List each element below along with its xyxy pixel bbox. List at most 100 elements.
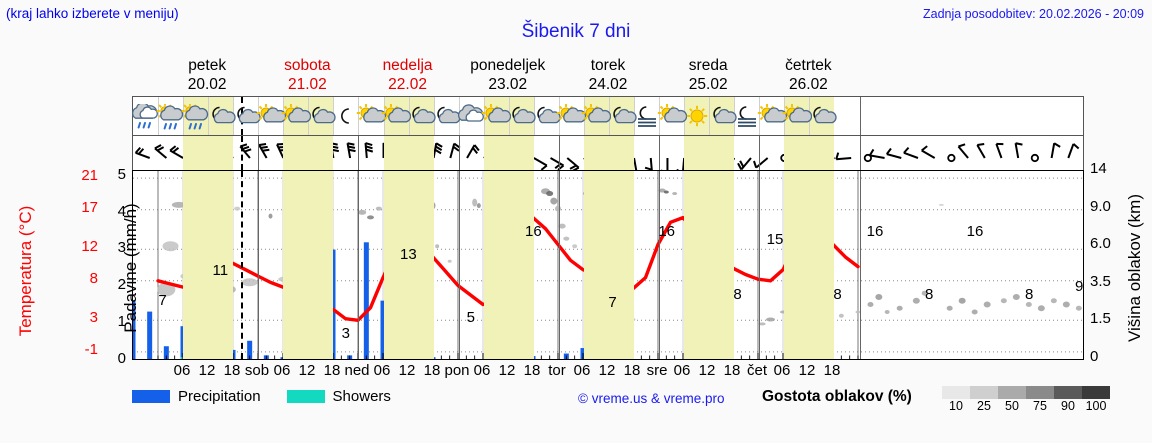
wind-barb xyxy=(432,142,443,159)
icon-cell-divider xyxy=(483,97,485,135)
day-name: četrtek xyxy=(785,57,832,74)
daylight-band xyxy=(583,136,635,170)
precipitation-tick: 0 xyxy=(117,350,126,367)
temperature-value-label: 3 xyxy=(341,325,350,343)
x-tick: 06 xyxy=(573,362,591,379)
day-separator xyxy=(558,171,560,359)
showers-legend-label: Showers xyxy=(332,388,391,405)
x-tick: 06 xyxy=(773,362,791,379)
day-name: torek xyxy=(590,57,626,74)
temperature-tick: 12 xyxy=(81,238,98,256)
cloud-height-tick: 0 xyxy=(1090,348,1099,365)
x-tick: 12 xyxy=(498,362,516,379)
cloud-density-blob xyxy=(367,215,374,220)
day-date: 20.02 xyxy=(187,76,227,93)
cloud-density-scale-label: 25 xyxy=(977,399,991,413)
temperature-value-label: 8 xyxy=(1025,285,1034,303)
cloud-density-blob xyxy=(546,191,554,197)
day-header-sobota: sobota 21.02 xyxy=(257,56,357,94)
cloud-density-blob xyxy=(896,305,903,311)
wind-barb xyxy=(903,146,919,159)
x-tick: 12 xyxy=(298,362,316,379)
cloud-density-blob xyxy=(162,241,179,252)
cloud-density-scale-label: 10 xyxy=(949,399,963,413)
precipitation-bar xyxy=(363,242,369,359)
cloud-density-blob xyxy=(766,317,775,322)
wind-barb xyxy=(661,158,669,170)
day-separator xyxy=(258,171,260,359)
location-menu-note: (kraj lahko izberete v meniju) xyxy=(6,6,179,21)
cloud-density-blob xyxy=(1037,305,1045,312)
copyright-link[interactable]: © vreme.us & vreme.pro xyxy=(578,391,725,406)
moon-icon xyxy=(331,104,361,130)
cloud-density-blob xyxy=(472,198,478,207)
wind-barb xyxy=(566,157,580,170)
day-separator xyxy=(358,136,360,170)
day-separator xyxy=(859,97,861,135)
x-tick: 12 xyxy=(398,362,416,379)
x-tick: sob xyxy=(244,362,270,379)
day-header-ponedeljek: ponedeljek 23.02 xyxy=(458,56,558,94)
precipitation-tick: 1 xyxy=(117,313,126,331)
moon-cloud-icon xyxy=(607,104,637,130)
precipitation-legend-label: Precipitation xyxy=(178,388,261,405)
x-tick: 06 xyxy=(673,362,691,379)
sun-cloud-icon xyxy=(581,104,612,130)
cloud-height-tick: 1.5 xyxy=(1090,310,1111,328)
temperature-value-label: 5 xyxy=(466,309,475,327)
day-header-četrtek: četrtek 26.02 xyxy=(758,56,858,94)
moon-fog-icon xyxy=(632,104,662,130)
day-date: 21.02 xyxy=(287,76,327,93)
cloud-density-blob xyxy=(375,206,382,211)
sun-cloud-icon xyxy=(381,104,412,130)
daylight-band xyxy=(183,171,234,359)
precipitation-tick: 3 xyxy=(117,239,126,257)
day-separator xyxy=(759,136,761,170)
wind-barb xyxy=(676,157,686,170)
daylight-band xyxy=(383,136,434,170)
wind-barb xyxy=(947,153,956,163)
series-legend: Precipitation Showers xyxy=(132,388,391,405)
day-name: sobota xyxy=(284,57,331,74)
moon-cloud-icon xyxy=(206,104,236,130)
day-header-nedelja: nedelja 22.02 xyxy=(357,56,457,94)
wind-barb xyxy=(169,145,184,159)
x-tick: 18 xyxy=(723,362,741,379)
temperature-value-label: 16 xyxy=(658,222,676,240)
wind-barb-row xyxy=(132,136,1084,170)
cloud-density-blob xyxy=(1000,298,1007,304)
sun-cloud-icon xyxy=(481,104,512,130)
temperature-value-label: 8 xyxy=(833,285,842,303)
cloud-density-blob xyxy=(855,310,861,314)
cloud-density-blob xyxy=(268,213,273,219)
cloud-density-blob xyxy=(946,305,953,311)
cloud-density-blob xyxy=(838,313,844,318)
precipitation-bar xyxy=(147,311,153,359)
cloud-density-scale-block xyxy=(1082,386,1110,399)
daylight-band xyxy=(583,171,635,359)
x-tick: 06 xyxy=(473,362,491,379)
cloud-density-legend-title: Gostota oblakov (%) xyxy=(762,388,912,405)
day-separator xyxy=(859,171,861,359)
wind-barb xyxy=(957,143,969,159)
cloud-density-blob xyxy=(1075,305,1082,311)
cloud-density-scale-block xyxy=(970,386,998,399)
wind-barb xyxy=(868,148,885,159)
cloud-rain-sun-icon xyxy=(181,104,211,130)
cloud-density-scale-block xyxy=(998,386,1026,399)
daylight-band xyxy=(283,136,334,170)
cloud-density-scale-label: 100 xyxy=(1085,399,1107,413)
cloud-density-blob xyxy=(435,244,440,249)
x-tick: tor xyxy=(548,362,566,379)
wind-barb xyxy=(134,146,151,159)
cloud-density-blob xyxy=(867,301,874,307)
cloud-density-blob xyxy=(921,290,928,296)
day-separator xyxy=(358,171,360,359)
wind-barb xyxy=(550,157,565,170)
day-separator xyxy=(458,171,460,359)
wind-barb xyxy=(863,153,872,163)
icon-cell-divider xyxy=(709,97,711,135)
cloud-height-tick: 9.0 xyxy=(1090,197,1111,215)
cloud-density-blob xyxy=(971,309,978,315)
cloud-density-blob xyxy=(447,259,452,263)
